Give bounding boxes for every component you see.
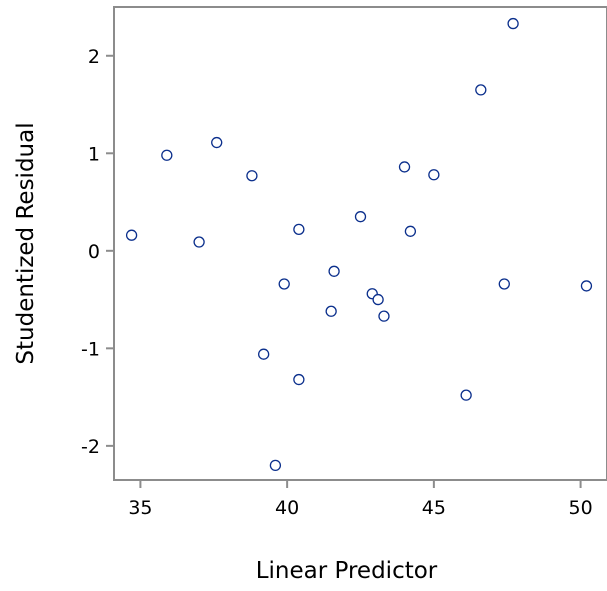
- y-tick-label: 0: [88, 241, 100, 263]
- x-tick-label: 50: [568, 497, 592, 519]
- y-tick-label: -2: [81, 436, 100, 458]
- data-point: [498, 278, 510, 290]
- data-point: [372, 293, 384, 306]
- data-point: [269, 459, 282, 472]
- data-point: [507, 17, 519, 30]
- data-point: [404, 225, 417, 237]
- y-tick-label: -1: [81, 338, 100, 360]
- data-point: [325, 305, 337, 317]
- data-point: [161, 149, 173, 161]
- data-point: [378, 310, 390, 322]
- data-point: [293, 223, 305, 236]
- data-point: [293, 373, 305, 386]
- data-point: [475, 84, 487, 96]
- data-point: [460, 389, 472, 401]
- y-tick-label: 2: [88, 46, 100, 68]
- x-tick-label: 45: [422, 497, 446, 519]
- x-axis-title: Linear Predictor: [256, 558, 438, 584]
- data-point: [278, 278, 290, 290]
- y-axis-title: Studentized Residual: [13, 122, 39, 364]
- data-point: [125, 229, 138, 241]
- y-tick-label: 1: [88, 143, 100, 165]
- data-point: [211, 136, 223, 149]
- data-point: [328, 265, 340, 277]
- plot-frame: [113, 6, 607, 481]
- data-point: [580, 280, 593, 292]
- data-point: [258, 348, 270, 360]
- data-point: [428, 169, 440, 181]
- data-point: [398, 161, 411, 173]
- data-points: [125, 17, 593, 472]
- data-point: [246, 170, 258, 182]
- y-axis-ticks: -2 -1 0 1 2: [81, 46, 114, 458]
- x-axis-ticks: 35 40 45 50: [128, 480, 593, 519]
- data-point: [193, 236, 205, 248]
- data-point: [354, 211, 367, 223]
- x-tick-label: 35: [128, 497, 152, 519]
- x-tick-label: 40: [275, 497, 299, 519]
